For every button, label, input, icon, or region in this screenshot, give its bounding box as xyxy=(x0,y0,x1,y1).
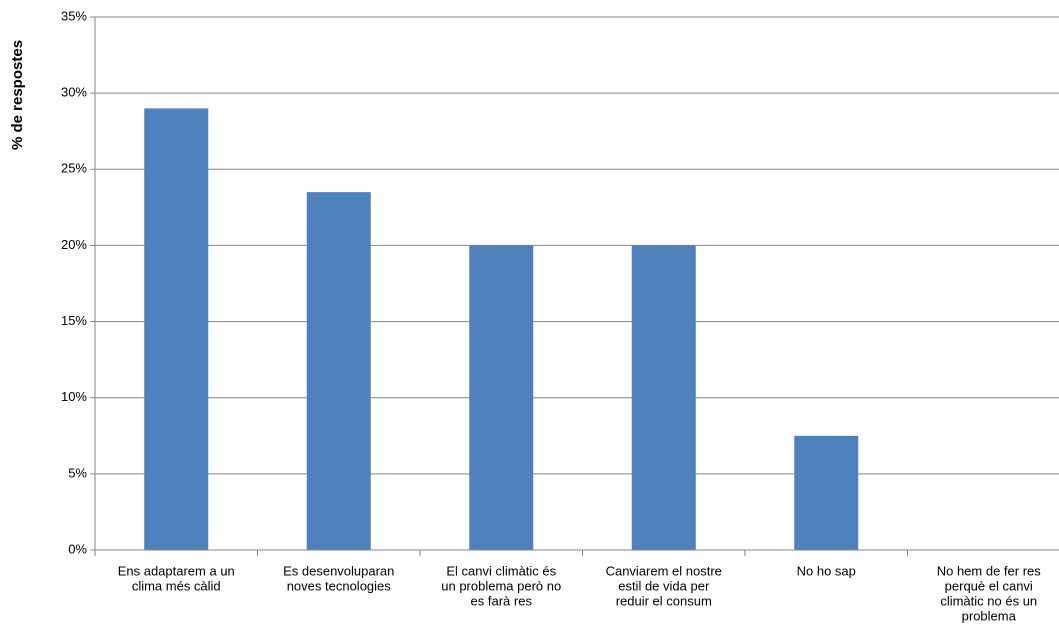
y-tick-label: 25% xyxy=(61,161,87,176)
y-tick-label: 35% xyxy=(61,8,87,23)
x-tick-label: estil de vida per xyxy=(618,578,710,593)
x-tick-label: reduir el consum xyxy=(616,593,712,608)
y-tick-label: 5% xyxy=(68,465,87,480)
y-tick-label: 30% xyxy=(61,85,87,100)
y-tick-label: 10% xyxy=(61,389,87,404)
x-tick-label: Es desenvoluparan xyxy=(283,563,394,578)
x-tick-label: No ho sap xyxy=(797,563,856,578)
x-tick-label: Ens adaptarem a un xyxy=(118,563,235,578)
bar xyxy=(794,435,859,550)
x-tick-label: noves tecnologies xyxy=(287,578,392,593)
x-tick-label: clima més càlid xyxy=(132,578,221,593)
bar xyxy=(469,245,534,550)
y-tick-label: 0% xyxy=(68,541,87,556)
x-tick-label: perquè el canvi xyxy=(945,578,1033,593)
y-tick-label: 15% xyxy=(61,313,87,328)
bar xyxy=(306,192,371,550)
bar xyxy=(631,245,696,550)
x-tick-label: Canviarem el nostre xyxy=(606,563,722,578)
y-axis-title: % de respostes xyxy=(9,40,26,150)
y-tick-label: 20% xyxy=(61,237,87,252)
x-tick-label: climàtic no és un xyxy=(940,593,1037,608)
x-tick-label: es farà res xyxy=(471,593,533,608)
x-tick-label: No hem de fer res xyxy=(937,563,1042,578)
x-tick-label: problema xyxy=(962,608,1017,623)
x-tick-label: un problema però no xyxy=(441,578,561,593)
bar xyxy=(144,108,209,550)
x-tick-label: El canvi climàtic és xyxy=(446,563,556,578)
